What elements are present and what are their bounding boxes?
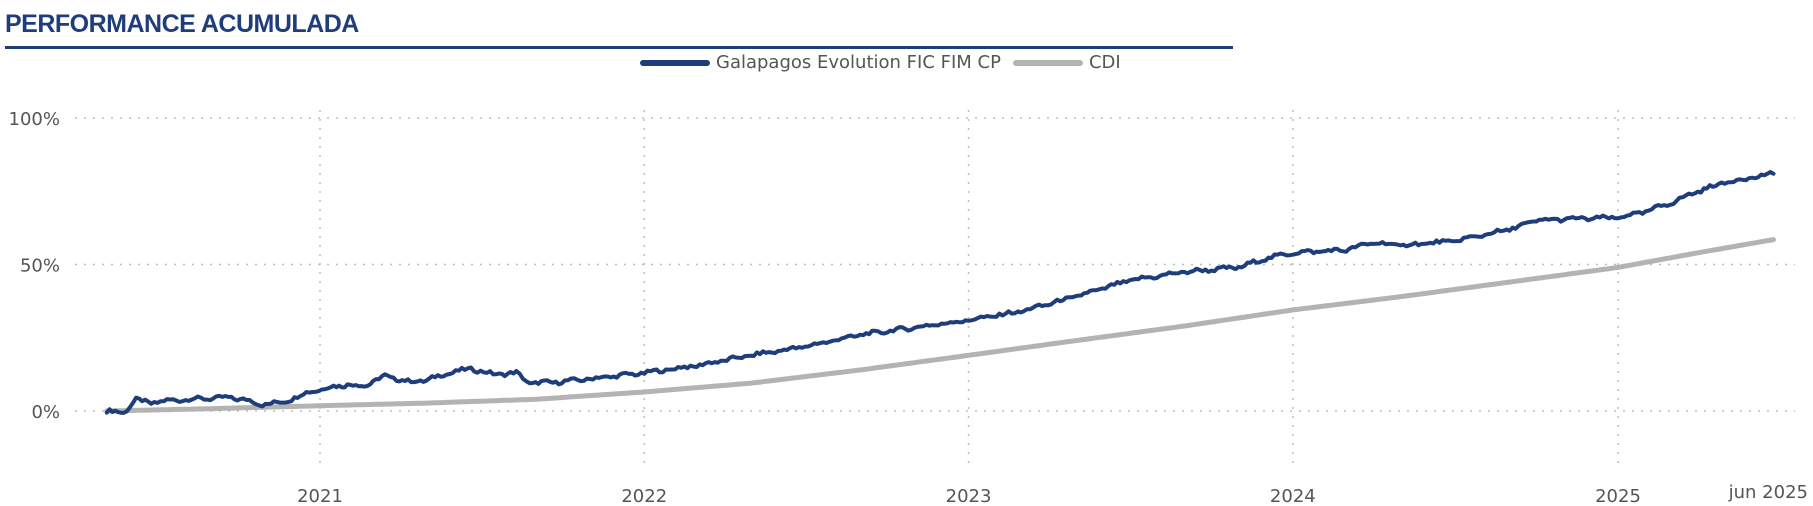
x-tick-label: 2021: [297, 486, 343, 506]
legend-item-cdi[interactable]: CDI: [1012, 52, 1121, 73]
y-tick-label: 50%: [20, 256, 60, 277]
y-tick-label: 100%: [9, 109, 60, 130]
x-tick-label: 2025: [1595, 486, 1641, 506]
legend-swatch-fund: [640, 59, 710, 66]
series-line-cdi: [104, 237, 1776, 414]
legend-swatch-cdi: [1012, 59, 1083, 66]
x-tick-label: 2022: [621, 486, 667, 506]
x-tick-label: 2024: [1270, 486, 1316, 506]
series-line-fund: [104, 170, 1776, 415]
x-end-label: jun 2025: [1728, 482, 1808, 503]
page-title: PERFORMANCE ACUMULADA: [5, 10, 359, 38]
legend-label-fund: Galapagos Evolution FIC FIM CP: [716, 52, 1001, 73]
legend-label-cdi: CDI: [1088, 52, 1121, 73]
title-underline: [5, 46, 1233, 49]
legend-item-fund[interactable]: Galapagos Evolution FIC FIM CP: [640, 52, 1001, 73]
x-tick-label: 2023: [946, 486, 992, 506]
y-tick-label: 0%: [31, 402, 60, 423]
chart-legend: Galapagos Evolution FIC FIM CP CDI: [640, 52, 1133, 73]
